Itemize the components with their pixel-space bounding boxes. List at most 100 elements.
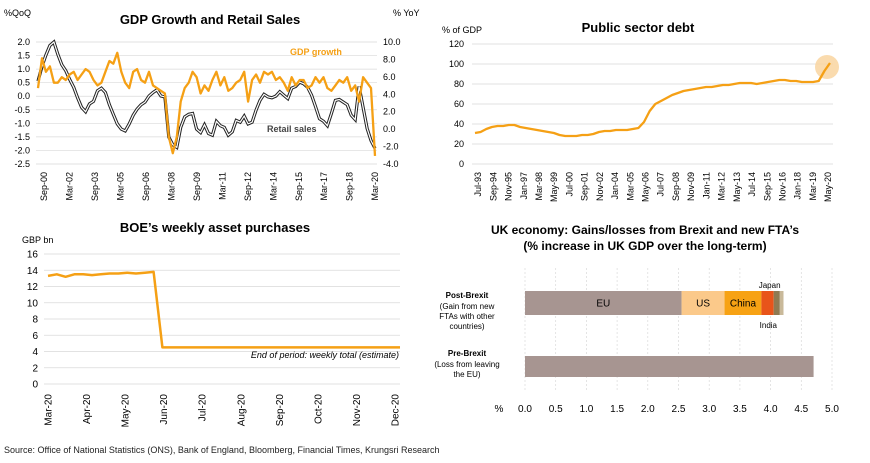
gdp-series-lines (36, 39, 377, 156)
debt-line (474, 62, 831, 138)
brexit-segment-label: Japan (759, 281, 781, 290)
public-debt-chart: Public sector debt % of GDP 120 100 80 60 40… (442, 20, 839, 202)
debt-x-tick-label: Mar-19 (808, 172, 818, 201)
gdp-x-tick-label: Sep-00 (39, 172, 49, 201)
brexit-category-note: (Loss from leaving (434, 360, 499, 369)
debt-x-tick-label: Nov-02 (595, 172, 605, 201)
gdp-x-tick-label: Sep-12 (243, 172, 253, 201)
boe-x-tick-label: Oct-20 (313, 394, 324, 424)
gdp-left-tick-labels: 2.0 1.5 1.0 0.5 0.0 -0.5 -1.0 -1.5 -2.0 -2.5 (14, 37, 30, 169)
gdp-right-tick-label: 8.0 (383, 54, 396, 64)
gdp-right-tick-label: 6.0 (383, 72, 396, 82)
boe-x-tick-label: Jul-20 (198, 394, 209, 422)
gdp-x-tick-labels: Sep-00 Mar-02 Sep-03 Mar-05 Sep-06 Mar-08 Sep-… (39, 172, 380, 201)
retail-sales-series-label: Retail sales (267, 124, 317, 134)
gdp-left-tick-label: -2.0 (14, 145, 30, 155)
gdp-right-tick-label: -2.0 (383, 142, 399, 152)
gdp-left-tick-label: 2.0 (17, 37, 30, 47)
gdp-x-tick-label: Sep-03 (90, 172, 100, 201)
retail-sales-line (37, 40, 376, 149)
gdp-gridlines (36, 41, 377, 165)
brexit-segment-label: EU (596, 299, 610, 310)
brexit-category-note: the EU) (453, 370, 480, 379)
boe-gridlines (44, 253, 400, 385)
boe-purchases-line (47, 270, 400, 349)
debt-y-tick-label: 0 (459, 159, 464, 169)
brexit-unit-label: % (495, 404, 504, 415)
boe-annotation: End of period: weekly total (estimate) (251, 350, 399, 360)
gdp-left-tick-label: -1.0 (14, 118, 30, 128)
brexit-bar-segment (525, 356, 814, 377)
debt-x-tick-label: Sep-94 (488, 172, 498, 201)
brexit-chart-title: UK economy: Gains/losses from Brexit and… (491, 223, 799, 237)
boe-x-tick-label: Apr-20 (82, 394, 93, 424)
gdp-left-axis-label: %QoQ (4, 8, 31, 18)
debt-y-tick-label: 40 (454, 119, 464, 129)
gdp-retail-chart: GDP Growth and Retail Sales %QoQ % YoY 2… (4, 8, 420, 201)
gdp-growth-series-label: GDP growth (290, 47, 342, 57)
debt-x-tick-label: Jul-00 (564, 172, 574, 197)
gdp-right-tick-label: -4.0 (383, 159, 399, 169)
gdp-x-tick-label: Mar-11 (217, 172, 227, 200)
debt-x-tick-label: Nov-16 (777, 172, 787, 201)
brexit-segment-label: India (760, 321, 778, 330)
boe-y-tick-label: 12 (27, 282, 39, 293)
debt-x-tick-label: Mar-12 (717, 172, 727, 201)
gdp-left-tick-label: 1.0 (17, 64, 30, 74)
brexit-bar-segment (761, 291, 774, 315)
gdp-x-tick-label: Mar-05 (116, 172, 126, 201)
brexit-x-tick-label: 4.5 (794, 404, 808, 415)
brexit-category-note: FTAs with other (439, 312, 495, 321)
debt-x-tick-label: Mar-98 (534, 172, 544, 201)
gdp-x-tick-label: Mar-08 (166, 172, 176, 201)
debt-x-tick-label: Nov-09 (686, 172, 696, 201)
debt-y-tick-labels: 120 100 80 60 40 20 0 (449, 39, 464, 169)
boe-chart-title: BOE’s weekly asset purchases (120, 220, 310, 235)
brexit-category-title: Post-Brexit (446, 291, 489, 300)
brexit-chart-subtitle: (% increase in UK GDP over the long-term… (523, 239, 766, 253)
debt-x-tick-label: Sep-01 (580, 172, 590, 201)
brexit-x-tick-label: 1.0 (579, 404, 593, 415)
gdp-right-tick-label: 0.0 (383, 124, 396, 134)
brexit-bar-segment (773, 291, 780, 315)
source-note: Source: Office of National Statistics (O… (4, 445, 440, 455)
debt-y-tick-label: 100 (449, 59, 464, 69)
boe-y-tick-labels: 16 14 12 10 8 6 4 2 0 (27, 250, 39, 391)
gdp-right-tick-label: 4.0 (383, 89, 396, 99)
debt-x-tick-label: Sep-15 (762, 172, 772, 201)
debt-series-line (474, 62, 831, 138)
boe-x-tick-label: Dec-20 (391, 394, 402, 427)
gdp-left-tick-label: 0.5 (17, 78, 30, 88)
brexit-category-title: Pre-Brexit (448, 349, 487, 358)
debt-axis-label: % of GDP (442, 25, 482, 35)
brexit-x-tick-label: 5.0 (825, 404, 839, 415)
brexit-x-tick-label: 4.0 (764, 404, 778, 415)
boe-y-tick-label: 4 (32, 347, 38, 358)
brexit-x-tick-label: 1.5 (610, 404, 624, 415)
debt-x-tick-label: Nov-95 (504, 172, 514, 201)
boe-y-tick-label: 2 (32, 363, 38, 374)
boe-x-tick-label: May-20 (121, 394, 132, 428)
debt-x-tick-label: May-99 (549, 172, 559, 202)
gdp-left-tick-label: -0.5 (14, 105, 30, 115)
gdp-growth-line (36, 51, 377, 156)
brexit-x-tick-label: 2.0 (641, 404, 655, 415)
brexit-category-note: (Gain from new (440, 302, 495, 311)
debt-x-tick-label: Jan-97 (519, 172, 529, 200)
gdp-x-tick-label: Sep-09 (192, 172, 202, 201)
brexit-bar-segment (724, 291, 762, 315)
boe-x-tick-label: Sep-20 (275, 394, 286, 427)
retail-sales-line-outline (36, 39, 377, 151)
debt-x-tick-label: Jul-93 (473, 172, 483, 197)
gdp-left-tick-label: 0.0 (17, 91, 30, 101)
brexit-x-tick-labels: 0.0 0.5 1.0 1.5 2.0 2.5 3.0 3.5 4.0 4.5 5.0 (518, 404, 839, 415)
brexit-x-tick-label: 3.0 (702, 404, 716, 415)
boe-series-line (47, 270, 400, 349)
debt-x-tick-label: Mar-05 (625, 172, 635, 201)
boe-x-tick-labels: Mar-20 Apr-20 May-20 Jun-20 Jul-20 Aug-20 Sep-… (44, 394, 402, 428)
brexit-fta-chart: UK economy: Gains/losses from Brexit and… (434, 223, 839, 415)
debt-x-tick-label: Jul-07 (656, 172, 666, 197)
debt-x-tick-label: Jan-18 (793, 172, 803, 200)
brexit-x-tick-label: 0.0 (518, 404, 532, 415)
